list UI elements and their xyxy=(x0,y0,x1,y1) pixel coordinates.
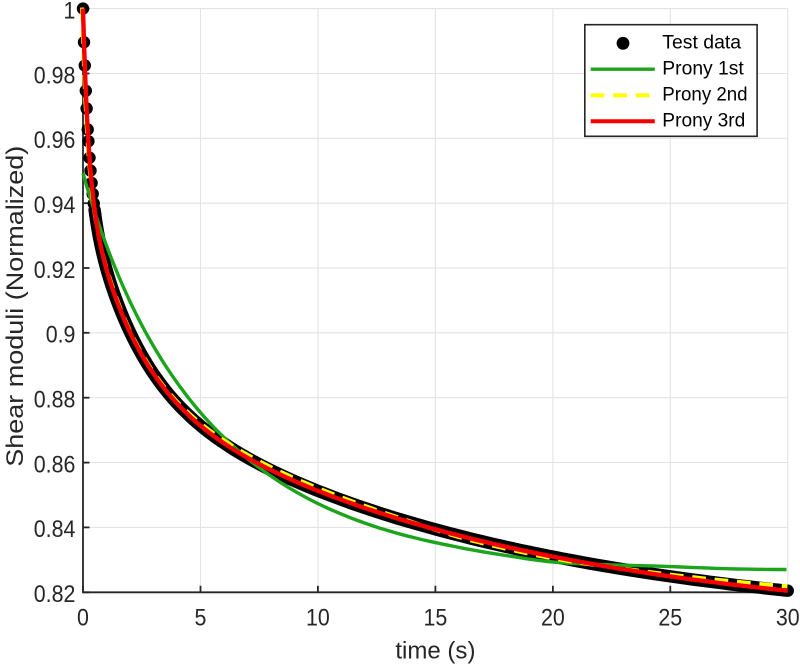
svg-text:0.84: 0.84 xyxy=(34,517,76,543)
svg-text:10: 10 xyxy=(306,606,330,632)
svg-text:25: 25 xyxy=(658,606,682,632)
svg-text:Prony 2nd: Prony 2nd xyxy=(662,85,747,106)
svg-text:5: 5 xyxy=(195,606,207,632)
svg-text:Shear moduli (Normalized): Shear moduli (Normalized) xyxy=(3,146,29,467)
svg-text:15: 15 xyxy=(424,606,448,632)
svg-text:Test data: Test data xyxy=(662,33,741,54)
svg-text:Prony 3rd: Prony 3rd xyxy=(662,111,745,132)
svg-text:0.96: 0.96 xyxy=(34,128,76,154)
svg-text:0.82: 0.82 xyxy=(34,582,76,608)
svg-text:time (s): time (s) xyxy=(395,639,475,665)
svg-text:30: 30 xyxy=(776,606,800,632)
svg-text:0.98: 0.98 xyxy=(34,63,76,89)
svg-text:0.94: 0.94 xyxy=(34,193,76,219)
svg-text:0.88: 0.88 xyxy=(34,388,76,414)
svg-text:0: 0 xyxy=(77,606,89,632)
svg-text:0.86: 0.86 xyxy=(34,452,76,478)
svg-text:0.9: 0.9 xyxy=(46,323,76,349)
svg-text:Prony 1st: Prony 1st xyxy=(662,58,744,79)
svg-text:0.92: 0.92 xyxy=(34,258,76,284)
svg-text:20: 20 xyxy=(541,606,565,632)
svg-text:1: 1 xyxy=(64,0,76,24)
